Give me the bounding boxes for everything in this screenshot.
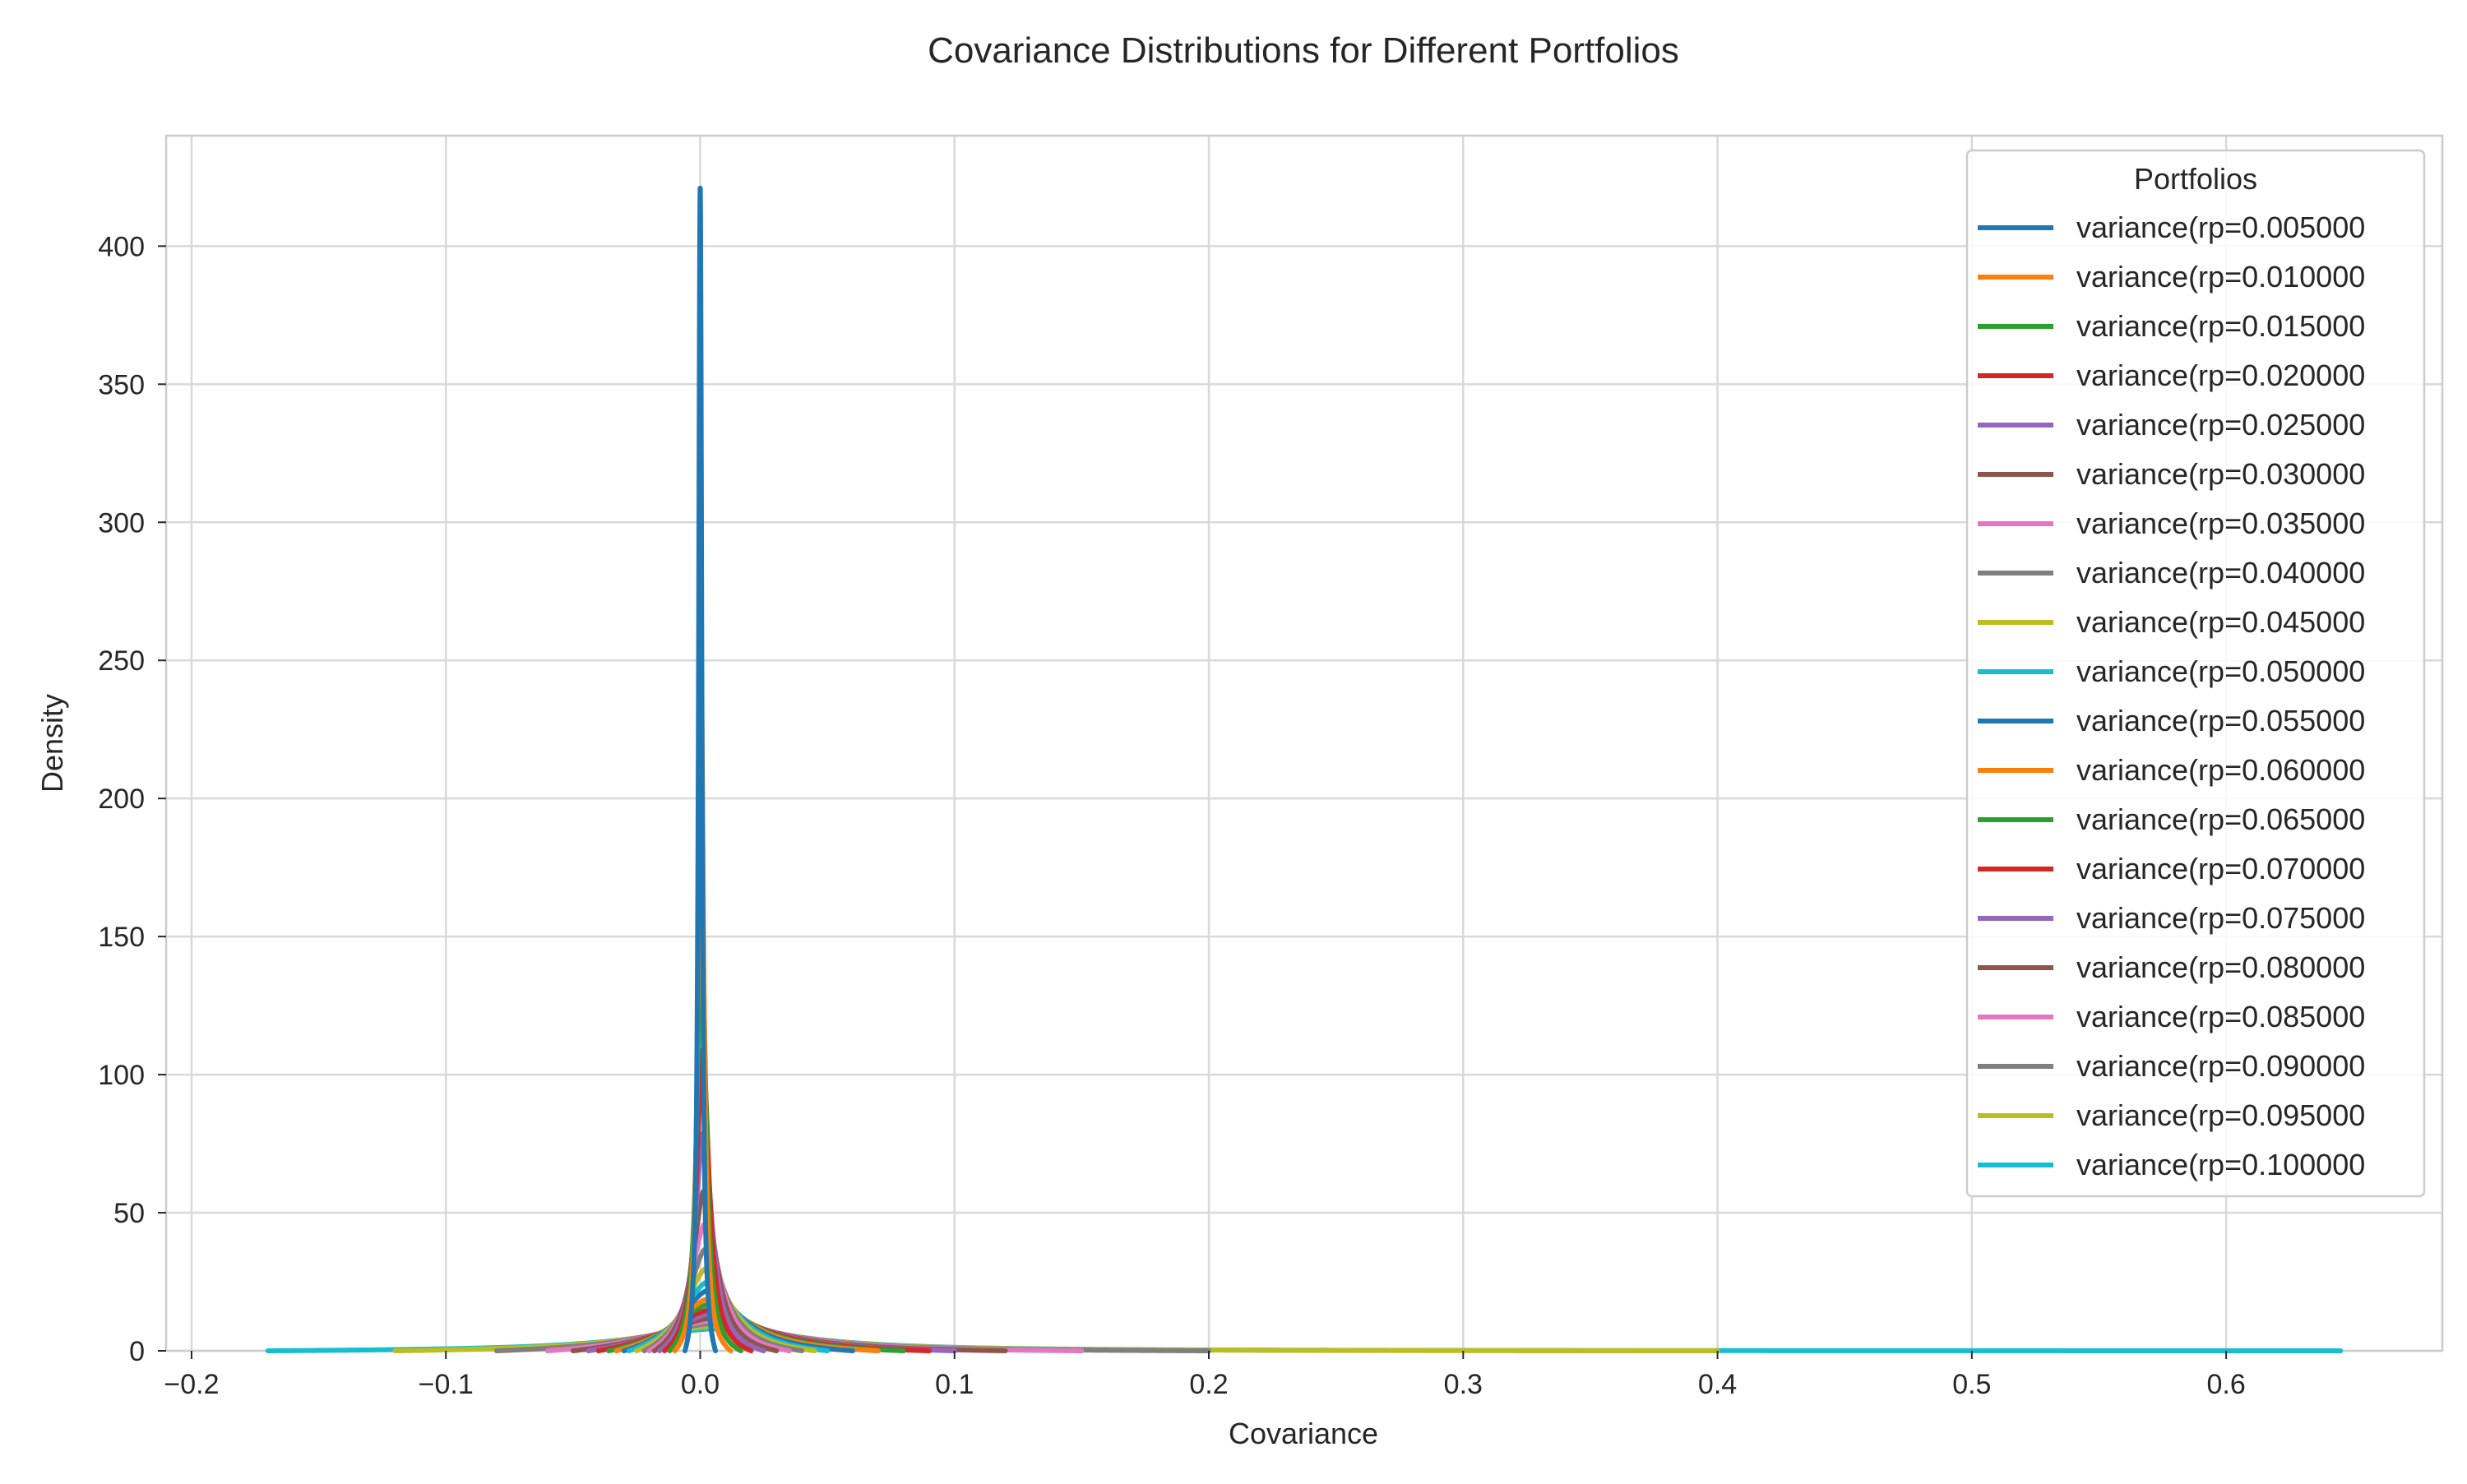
legend-label-11: variance(rp=0.055000 [2076, 704, 2365, 737]
legend-label-2: variance(rp=0.010000 [2076, 260, 2365, 294]
series-line-1 [682, 185, 719, 1353]
legend-label-16: variance(rp=0.080000 [2076, 950, 2365, 984]
x-tick-label: 0.6 [2206, 1369, 2245, 1400]
legend-label-17: variance(rp=0.085000 [2076, 1000, 2365, 1033]
legend-box [1965, 149, 2426, 1198]
y-tick-label: 200 [98, 784, 145, 815]
legend: Portfolios variance(rp=0.005000variance(… [1965, 149, 2426, 1198]
legend-label-15: variance(rp=0.075000 [2076, 901, 2365, 935]
y-tick-label: 100 [98, 1060, 145, 1091]
legend-label-18: variance(rp=0.090000 [2076, 1049, 2365, 1083]
legend-label-20: variance(rp=0.100000 [2076, 1148, 2365, 1181]
y-tick-label: 350 [98, 369, 145, 400]
x-tick-label: 0.0 [681, 1369, 720, 1400]
x-tick-label: −0.1 [419, 1369, 474, 1400]
legend-label-3: variance(rp=0.015000 [2076, 309, 2365, 343]
legend-label-14: variance(rp=0.070000 [2076, 852, 2365, 885]
x-tick-label: 0.3 [1444, 1369, 1483, 1400]
x-tick-label: 0.1 [935, 1369, 974, 1400]
y-tick-label: 150 [98, 922, 145, 953]
legend-title: Portfolios [2134, 162, 2257, 196]
legend-label-13: variance(rp=0.065000 [2076, 802, 2365, 836]
legend-label-4: variance(rp=0.020000 [2076, 358, 2365, 392]
legend-label-1: variance(rp=0.005000 [2076, 210, 2365, 244]
y-tick-label: 50 [113, 1198, 145, 1229]
x-tick-label: 0.5 [1952, 1369, 1991, 1400]
x-tick-label: 0.4 [1698, 1369, 1737, 1400]
x-axis-label: Covariance [1229, 1417, 1378, 1450]
chart-title: Covariance Distributions for Different P… [928, 30, 1679, 71]
legend-label-7: variance(rp=0.035000 [2076, 506, 2365, 540]
legend-label-19: variance(rp=0.095000 [2076, 1098, 2365, 1132]
legend-label-5: variance(rp=0.025000 [2076, 408, 2365, 442]
y-tick-label: 400 [98, 231, 145, 262]
tick-labels: −0.2 −0.1 0.0 0.1 0.2 0.3 0.4 0.5 0.6 0 50 100 150 20… [98, 231, 2245, 1400]
legend-items: variance(rp=0.005000 variance(rp=0.010000… [1978, 210, 2365, 1181]
legend-label-9: variance(rp=0.045000 [2076, 605, 2365, 639]
legend-label-12: variance(rp=0.060000 [2076, 753, 2365, 787]
legend-label-10: variance(rp=0.050000 [2076, 654, 2365, 688]
series-layer [265, 185, 2344, 1353]
y-axis-label: Density [35, 694, 69, 793]
y-tick-label: 0 [129, 1336, 145, 1367]
legend-label-8: variance(rp=0.040000 [2076, 556, 2365, 589]
y-tick-label: 250 [98, 645, 145, 677]
x-tick-label: 0.2 [1189, 1369, 1228, 1400]
legend-label-6: variance(rp=0.030000 [2076, 457, 2365, 491]
x-tick-label: −0.2 [164, 1369, 219, 1400]
y-tick-label: 300 [98, 507, 145, 539]
